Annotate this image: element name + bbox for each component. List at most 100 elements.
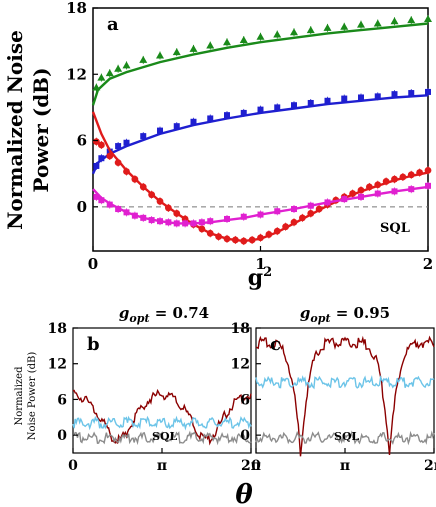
data-point xyxy=(165,219,172,226)
data-point xyxy=(349,190,357,197)
data-point xyxy=(157,127,163,134)
data-point xyxy=(291,102,297,109)
data-point xyxy=(140,214,147,221)
data-point xyxy=(257,211,264,218)
series-3 xyxy=(92,181,431,228)
data-point xyxy=(307,99,314,106)
data-point xyxy=(358,193,364,200)
y-tick-label: 0 xyxy=(77,198,87,216)
data-point xyxy=(139,55,148,63)
data-point xyxy=(341,196,348,203)
data-point xyxy=(274,104,281,111)
y-tick-label: 12 xyxy=(48,357,67,373)
data-point xyxy=(391,188,398,195)
data-point xyxy=(390,17,399,25)
data-point xyxy=(248,236,256,244)
trace-sql xyxy=(255,430,435,446)
y-tick-label: 12 xyxy=(66,65,87,83)
y-tick-label: 18 xyxy=(231,321,250,337)
data-point xyxy=(274,208,281,215)
data-point xyxy=(139,183,147,191)
fit-line xyxy=(91,22,429,106)
data-point xyxy=(93,162,100,169)
y-tick-label: 6 xyxy=(240,392,250,408)
data-point xyxy=(148,191,156,199)
series-0 xyxy=(91,15,432,106)
panel-b-label: b xyxy=(87,334,100,355)
data-point xyxy=(424,166,432,174)
data-point xyxy=(291,206,297,213)
data-point xyxy=(156,197,164,205)
data-point xyxy=(131,212,138,219)
data-point xyxy=(223,235,231,243)
data-point xyxy=(240,109,247,116)
data-point xyxy=(340,22,349,30)
panel-a-plot xyxy=(91,15,432,246)
x-tick-label: 0 xyxy=(88,255,98,273)
data-point xyxy=(290,218,298,226)
data-point xyxy=(239,36,248,44)
data-point xyxy=(123,139,130,146)
data-point xyxy=(424,15,432,23)
series-1 xyxy=(91,87,431,175)
data-point xyxy=(105,69,114,77)
data-point xyxy=(407,171,415,179)
y-tick-label: 0 xyxy=(57,428,67,444)
data-point xyxy=(256,32,265,40)
data-point xyxy=(357,186,365,194)
x-tick-label: 2π xyxy=(424,458,436,474)
data-point xyxy=(307,202,314,209)
data-point xyxy=(115,143,122,150)
x-tick-label: 1 xyxy=(255,255,265,273)
data-point xyxy=(257,234,264,242)
data-point xyxy=(341,95,348,102)
panel-c-plot xyxy=(255,335,435,457)
data-point xyxy=(98,197,105,204)
y-tick-label: 6 xyxy=(57,392,67,408)
data-point xyxy=(407,16,416,24)
data-point xyxy=(114,64,123,72)
data-point xyxy=(106,201,113,208)
y-tick-label: 18 xyxy=(66,0,87,17)
shared-xlabel-theta: θ xyxy=(235,480,253,507)
data-point xyxy=(164,204,172,212)
trace-mid xyxy=(255,374,435,390)
panel-a-sql-label: SQL xyxy=(380,221,410,236)
data-point xyxy=(240,237,248,245)
data-point xyxy=(224,112,230,119)
data-point xyxy=(123,168,130,175)
x-tick-label: π xyxy=(340,458,350,474)
data-point xyxy=(391,91,398,98)
data-point xyxy=(140,133,147,140)
panel-a-ylabel-line2: Power (dB) xyxy=(29,67,53,192)
data-point xyxy=(122,61,131,69)
data-point xyxy=(357,20,365,28)
data-point xyxy=(374,181,382,189)
panel-b-header: gopt = 0.74 xyxy=(119,304,209,325)
trace-dark xyxy=(255,335,435,457)
panel-a-ylabel-line1: Normalized Noise xyxy=(3,30,27,230)
panel-a-xlabel: g2 xyxy=(248,265,272,291)
data-point xyxy=(298,214,306,222)
data-point xyxy=(157,218,163,225)
data-point xyxy=(399,173,407,181)
data-point xyxy=(408,90,415,97)
data-point xyxy=(282,223,290,231)
data-point xyxy=(425,182,431,189)
data-point xyxy=(190,118,197,125)
data-point xyxy=(257,106,264,113)
trace-dark xyxy=(72,388,252,446)
data-point xyxy=(207,218,214,225)
panel-c-header: gopt = 0.95 xyxy=(300,304,390,325)
data-point xyxy=(173,210,181,217)
data-point xyxy=(425,88,431,95)
data-point xyxy=(198,225,206,233)
data-point xyxy=(391,175,398,183)
x-tick-label: 2 xyxy=(423,255,433,273)
data-point xyxy=(93,193,100,200)
